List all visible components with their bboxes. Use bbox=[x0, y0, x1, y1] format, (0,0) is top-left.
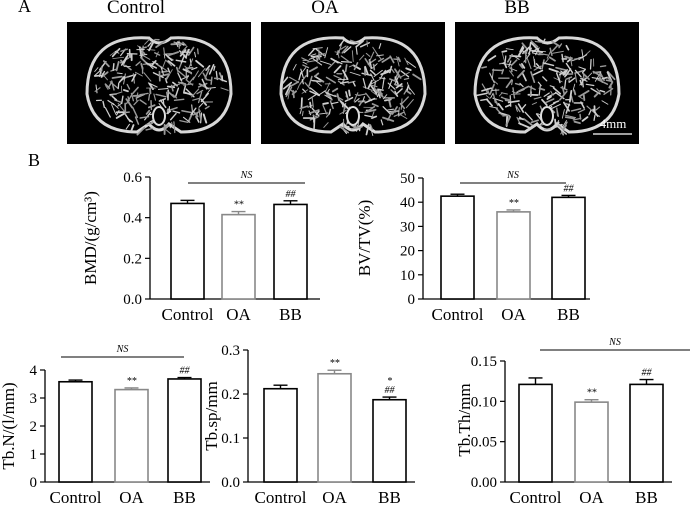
ct-label-bb: BB bbox=[504, 0, 530, 18]
ct-label-oa: OA bbox=[311, 0, 339, 18]
x-tick-label: Control bbox=[50, 488, 102, 507]
significance-label: ## bbox=[564, 183, 575, 194]
bar-control bbox=[170, 202, 205, 300]
y-tick-label: 0.2 bbox=[221, 387, 240, 403]
x-tick-label: BB bbox=[557, 305, 580, 324]
y-tick-label: 0.3 bbox=[221, 343, 240, 359]
y-tick-label: 1 bbox=[30, 447, 38, 463]
bar-bb bbox=[372, 398, 407, 483]
x-tick-label: BB bbox=[279, 305, 302, 324]
bracket-label: NS bbox=[116, 344, 129, 355]
x-tick-label: Control bbox=[255, 488, 307, 507]
significance-label: ** bbox=[587, 388, 597, 399]
bar-bb bbox=[629, 383, 664, 483]
bracket-label: NS bbox=[506, 170, 519, 181]
bar-oa bbox=[574, 401, 609, 483]
y-tick-label: 0.05 bbox=[471, 435, 497, 451]
significance-label: ** bbox=[509, 198, 519, 209]
x-tick-label: BB bbox=[378, 488, 401, 507]
bar-bb bbox=[551, 196, 586, 300]
y-axis-label: Tb.N/(l/mm) bbox=[0, 382, 18, 469]
bar-bb bbox=[273, 203, 308, 300]
y-tick-label: 10 bbox=[400, 268, 415, 284]
y-axis-label: Tb.Th/mm bbox=[455, 383, 474, 456]
bar-bb bbox=[167, 378, 202, 483]
ct-image-control bbox=[67, 22, 251, 144]
x-tick-label: Control bbox=[432, 305, 484, 324]
significance-label: ** bbox=[127, 376, 137, 387]
y-tick-label: 0.6 bbox=[123, 170, 142, 186]
y-tick-label: 0.1 bbox=[221, 431, 240, 447]
y-tick-label: 0.0 bbox=[123, 292, 142, 308]
bone-cross-section-image: 4mm bbox=[473, 36, 632, 136]
y-axis-label: Tb.sp/mm bbox=[202, 381, 221, 450]
bar-oa bbox=[221, 213, 256, 300]
bone-cross-section-image bbox=[279, 36, 427, 137]
x-tick-label: Control bbox=[510, 488, 562, 507]
significance-label: ## bbox=[642, 368, 653, 379]
bracket-label: NS bbox=[608, 337, 621, 348]
y-tick-label: 0.0 bbox=[221, 475, 240, 491]
x-tick-label: OA bbox=[501, 305, 526, 324]
bar-control bbox=[518, 383, 553, 483]
x-tick-label: OA bbox=[119, 488, 144, 507]
y-tick-label: 50 bbox=[400, 171, 415, 187]
x-tick-label: OA bbox=[579, 488, 604, 507]
y-tick-label: 0.00 bbox=[471, 475, 497, 491]
y-tick-label: 0.2 bbox=[123, 251, 142, 267]
y-tick-label: 30 bbox=[400, 219, 415, 235]
significance-label: ** bbox=[330, 358, 340, 369]
y-tick-label: 20 bbox=[400, 244, 415, 260]
x-tick-label: OA bbox=[226, 305, 251, 324]
y-tick-label: 0 bbox=[408, 292, 416, 308]
x-tick-label: OA bbox=[322, 488, 347, 507]
y-tick-label: 0.15 bbox=[471, 354, 497, 370]
bar-oa bbox=[114, 388, 149, 483]
y-axis-label: BV/TV(%) bbox=[355, 200, 374, 276]
x-tick-label: BB bbox=[635, 488, 658, 507]
ct-image-bb: 4mm bbox=[455, 22, 639, 144]
y-axis-label: BMD/(g/cm³) bbox=[81, 191, 100, 285]
y-tick-label: 0 bbox=[30, 475, 38, 491]
y-tick-label: 2 bbox=[30, 419, 38, 435]
significance-label: ## bbox=[180, 366, 191, 377]
bar-oa bbox=[496, 211, 531, 300]
significance-label: ## bbox=[385, 385, 396, 396]
y-tick-label: 0.4 bbox=[123, 211, 142, 227]
x-tick-label: Control bbox=[162, 305, 214, 324]
significance-label: * bbox=[387, 376, 392, 387]
bracket-label: NS bbox=[240, 170, 253, 181]
bar-control bbox=[440, 195, 475, 300]
y-tick-label: 3 bbox=[30, 391, 38, 407]
panel-b-label: B bbox=[28, 150, 41, 170]
bar-oa bbox=[317, 372, 352, 483]
y-tick-label: 0.10 bbox=[471, 394, 497, 410]
significance-label: ** bbox=[234, 200, 244, 211]
ct-label-control: Control bbox=[106, 0, 166, 18]
y-tick-label: 40 bbox=[400, 195, 415, 211]
scale-bar-label: 4mm bbox=[600, 116, 627, 131]
bar-control bbox=[58, 380, 93, 483]
ct-image-oa bbox=[261, 22, 445, 144]
x-tick-label: BB bbox=[173, 488, 196, 507]
bone-cross-section-image bbox=[85, 36, 233, 136]
y-tick-label: 4 bbox=[30, 363, 38, 379]
panel-a-label: A bbox=[18, 0, 31, 16]
bar-control bbox=[263, 387, 298, 483]
significance-label: ## bbox=[286, 189, 297, 200]
